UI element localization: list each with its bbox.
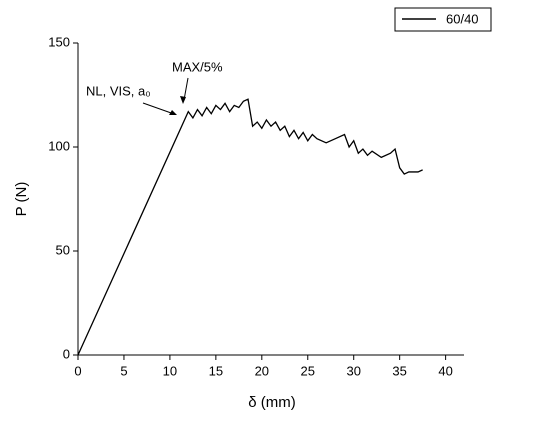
legend-label: 60/40 (446, 11, 479, 26)
annotation-arrowhead (180, 96, 186, 104)
annotation-arrow (142, 102, 175, 115)
x-tick-label: 30 (346, 363, 360, 378)
y-axis-label: P (N) (13, 182, 30, 217)
y-tick-label: 50 (56, 242, 70, 257)
x-tick-label: 0 (74, 363, 81, 378)
x-tick-label: 35 (392, 363, 406, 378)
x-tick-label: 40 (438, 363, 452, 378)
legend-box (394, 7, 492, 32)
y-tick-label: 100 (48, 138, 70, 153)
y-tick-label: 0 (63, 346, 70, 361)
x-tick-label: 15 (209, 363, 223, 378)
x-tick-label: 20 (255, 363, 269, 378)
x-tick-label: 25 (301, 363, 315, 378)
x-tick-label: 10 (163, 363, 177, 378)
annotation-arrowhead (169, 110, 177, 115)
annotation: MAX/5% (172, 59, 223, 74)
x-axis-label: δ (mm) (248, 394, 296, 411)
data-line (77, 98, 423, 356)
annotation: NL, VIS, a₀ (86, 83, 151, 98)
annotation-arrow (183, 77, 189, 101)
y-tick-label: 150 (48, 34, 70, 49)
x-tick-label: 5 (120, 363, 127, 378)
